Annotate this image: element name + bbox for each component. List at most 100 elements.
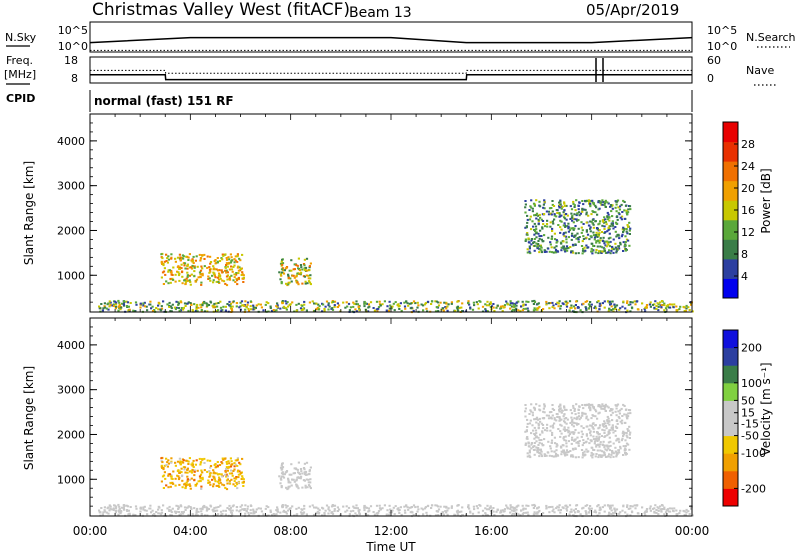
heatmap-cell <box>286 305 290 308</box>
heatmap-cell <box>618 512 621 515</box>
heatmap-cell <box>195 309 198 312</box>
heatmap-cell <box>250 308 253 311</box>
heatmap-cell <box>567 451 570 453</box>
heatmap-cell <box>230 472 234 475</box>
heatmap-cell <box>563 406 566 409</box>
heatmap-cell <box>492 507 495 509</box>
heatmap-cell <box>586 199 589 202</box>
heatmap-cell <box>165 464 168 466</box>
heatmap-cell <box>533 503 536 506</box>
heatmap-cell <box>598 509 601 512</box>
colorbar-tick-label: 100 <box>741 377 762 390</box>
heatmap-cell <box>552 251 555 254</box>
heatmap-cell <box>594 455 597 458</box>
heatmap-cell <box>236 260 239 263</box>
heatmap-cell <box>348 309 351 312</box>
heatmap-cell <box>577 238 580 241</box>
velocity-ylabel: Slant Range [km] <box>22 366 36 470</box>
colorbar-segment <box>723 435 738 454</box>
heatmap-cell <box>657 305 660 308</box>
heatmap-cell <box>218 479 221 482</box>
heatmap-cell <box>615 215 619 218</box>
heatmap-cell <box>117 513 120 516</box>
heatmap-cell <box>679 509 682 512</box>
heatmap-cell <box>288 485 291 488</box>
heatmap-cell <box>624 447 627 450</box>
heatmap-cell <box>135 303 138 306</box>
heatmap-cell <box>589 220 592 223</box>
colorbar-tick-label: 4 <box>741 270 748 283</box>
heatmap-cell <box>178 253 181 256</box>
heatmap-cell <box>186 475 189 478</box>
heatmap-cell <box>313 514 316 516</box>
heatmap-cell <box>594 415 597 418</box>
nsky-tick-bottom: 10^0 <box>58 40 88 53</box>
heatmap-cell <box>604 205 607 208</box>
heatmap-cell <box>588 199 591 202</box>
heatmap-cell <box>333 504 337 507</box>
heatmap-cell <box>222 509 225 512</box>
heatmap-cell <box>441 511 445 514</box>
heatmap-cell <box>634 303 637 306</box>
heatmap-cell <box>299 264 303 266</box>
heatmap-cell <box>604 448 607 451</box>
heatmap-cell <box>201 272 204 275</box>
heatmap-cell <box>104 510 107 513</box>
heatmap-cell <box>174 280 177 283</box>
heatmap-cell <box>525 300 528 303</box>
heatmap-cell <box>581 200 584 202</box>
heatmap-cell <box>515 505 518 508</box>
heatmap-cell <box>170 514 173 517</box>
heatmap-cell <box>237 476 240 479</box>
heatmap-cell <box>352 305 355 308</box>
heatmap-cell <box>595 227 599 229</box>
heatmap-cell <box>563 248 566 251</box>
heatmap-cell <box>303 275 306 278</box>
heatmap-cell <box>155 511 158 513</box>
heatmap-cell <box>612 431 615 434</box>
heatmap-cell <box>570 250 573 253</box>
heatmap-cell <box>550 237 554 240</box>
heatmap-cell <box>576 423 579 426</box>
heatmap-cell <box>129 506 132 508</box>
heatmap-cell <box>446 513 449 516</box>
heatmap-cell <box>311 300 314 303</box>
heatmap-cell <box>132 513 135 516</box>
heatmap-cell <box>534 429 538 432</box>
heatmap-cell <box>304 266 308 269</box>
heatmap-cell <box>571 243 575 246</box>
heatmap-cell <box>528 241 531 244</box>
heatmap-cell <box>559 423 562 426</box>
heatmap-cell <box>225 262 228 265</box>
heatmap-cell <box>562 233 565 236</box>
heatmap-cell <box>534 214 537 217</box>
heatmap-cell <box>358 307 361 310</box>
heatmap-cell <box>301 472 304 475</box>
heatmap-cell <box>222 305 225 308</box>
heatmap-cell <box>241 304 244 307</box>
heatmap-cell <box>403 505 406 508</box>
heatmap-cell <box>538 448 541 451</box>
heatmap-cell <box>224 305 227 308</box>
heatmap-cell <box>603 432 606 434</box>
heatmap-cell <box>308 469 311 472</box>
heatmap-cell <box>590 424 593 427</box>
heatmap-cell <box>597 405 600 408</box>
heatmap-cell <box>537 218 540 221</box>
heatmap-cell <box>195 482 199 485</box>
heatmap-cell <box>560 446 563 449</box>
heatmap-cell <box>618 412 621 415</box>
heatmap-cell <box>578 214 581 217</box>
heatmap-cell <box>584 208 587 211</box>
heatmap-cell <box>99 511 102 514</box>
heatmap-cell <box>110 304 113 307</box>
heatmap-cell <box>364 302 368 305</box>
heatmap-cell <box>543 403 546 406</box>
heatmap-cell <box>324 509 327 512</box>
heatmap-cell <box>479 504 482 507</box>
heatmap-cell <box>245 510 248 513</box>
heatmap-cell <box>535 421 538 424</box>
heatmap-cell <box>290 269 293 272</box>
heatmap-cell <box>553 246 556 249</box>
heatmap-cell <box>108 504 111 507</box>
